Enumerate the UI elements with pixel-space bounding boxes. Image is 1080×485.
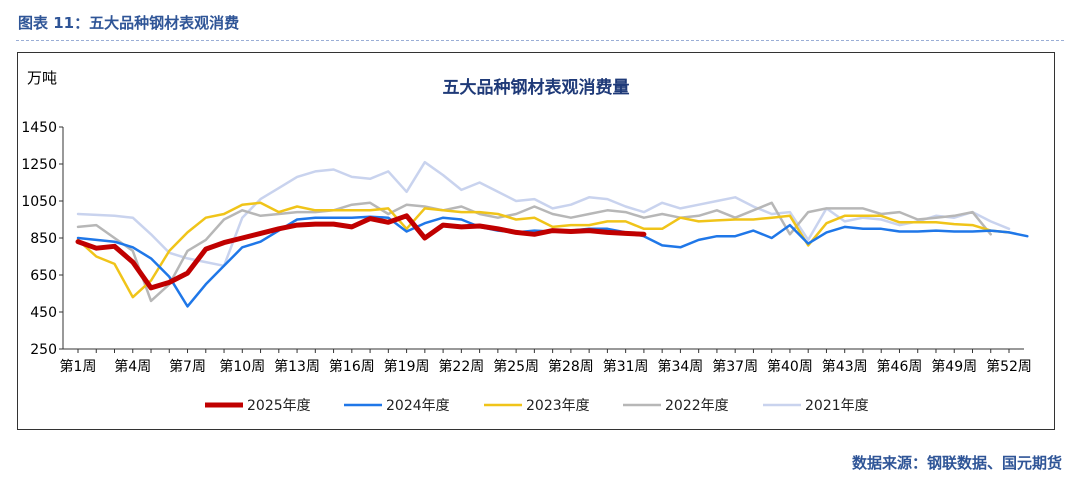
x-tick-label: 第40周: [767, 358, 813, 375]
x-axis: 第1周 第4周 第7周 第10周 第13周 第16周 第19周 第22周 第25周 第28周 第31…: [60, 348, 1032, 375]
caption-divider: [16, 40, 1064, 41]
x-tick-label: 第46周: [877, 358, 923, 375]
x-tick-label: 第1周: [60, 358, 97, 375]
x-tick-label: 第10周: [219, 358, 265, 375]
legend-label-0: 2025年度: [247, 398, 311, 414]
data-source: 数据来源：钢联数据、国元期货: [851, 454, 1062, 472]
series-line-4: [76, 160, 1011, 268]
x-tick-label: 第52周: [986, 358, 1032, 375]
x-tick-label: 第34周: [657, 358, 703, 375]
series-line-3: [76, 201, 992, 303]
y-tick-label: 850: [30, 231, 57, 247]
x-tick-label: 第28周: [548, 358, 594, 375]
x-tick-label: 第7周: [169, 358, 206, 375]
x-tick-label: 第16周: [329, 358, 375, 375]
y-axis-unit-label: 万吨: [27, 69, 57, 87]
series-line-2: [76, 201, 1011, 299]
x-tick-label: 第25周: [493, 358, 539, 375]
legend-label-4: 2021年度: [805, 398, 869, 414]
legend-label-1: 2024年度: [386, 398, 450, 414]
y-tick-label: 1250: [21, 157, 57, 173]
series-lines: [75, 160, 1029, 308]
series-line-0: [75, 213, 647, 291]
x-tick-label: 第37周: [712, 358, 758, 375]
x-tick-label: 第49周: [931, 358, 977, 375]
y-tick-label: 450: [30, 305, 57, 321]
consumption-line-chart: 万吨 五大品种钢材表观消费量 250450650850105012501450 …: [21, 69, 1032, 414]
y-tick-label: 1050: [21, 194, 57, 210]
x-tick-label: 第19周: [384, 358, 430, 375]
y-tick-label: 650: [30, 268, 57, 284]
x-tick-label: 第22周: [438, 358, 484, 375]
chart-frame: 万吨 五大品种钢材表观消费量 250 450 650 850 1050 1250 1450 …: [17, 52, 1055, 430]
x-tick-label: 第4周: [114, 358, 151, 375]
y-tick-label: 1450: [21, 120, 57, 136]
x-tick-label: 第31周: [603, 358, 649, 375]
x-tick-label: 第13周: [274, 358, 320, 375]
legend: 2025年度 2024年度 2023年度 2022年度 2021年度: [205, 398, 869, 414]
x-tick-label: 第43周: [822, 358, 868, 375]
y-axis: 250 450 650 850 1050 1250 1450: [21, 120, 64, 358]
chart-title: 五大品种钢材表观消费量: [443, 77, 630, 98]
y-tick-label: 250: [30, 342, 57, 358]
legend-label-2: 2023年度: [526, 398, 590, 414]
legend-label-3: 2022年度: [665, 398, 729, 414]
figure-caption: 图表 11：五大品种钢材表观消费: [18, 14, 240, 32]
